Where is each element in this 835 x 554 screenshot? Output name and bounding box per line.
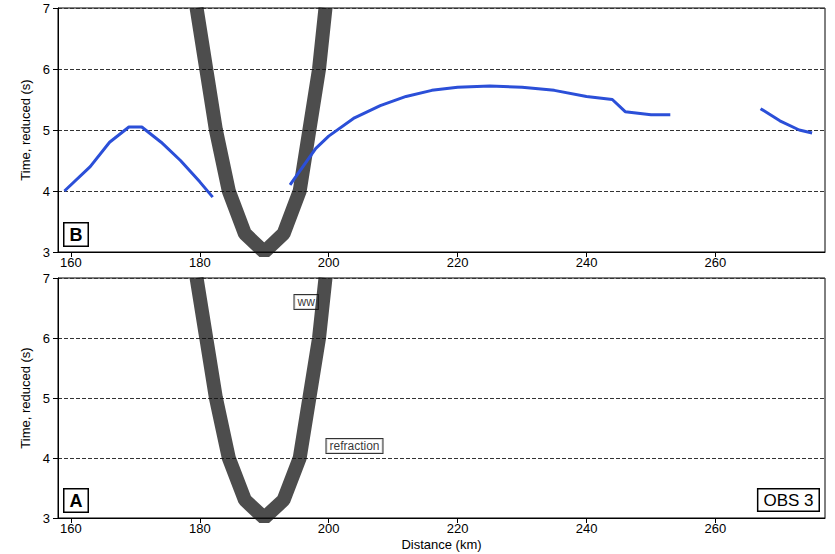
svg-text:ww: ww bbox=[296, 295, 315, 309]
svg-text:6: 6 bbox=[43, 331, 50, 346]
svg-text:200: 200 bbox=[318, 521, 340, 536]
svg-text:Distance (km): Distance (km) bbox=[401, 537, 481, 552]
svg-text:4: 4 bbox=[43, 451, 50, 466]
svg-text:260: 260 bbox=[705, 521, 727, 536]
svg-text:240: 240 bbox=[576, 255, 598, 270]
svg-text:200: 200 bbox=[318, 255, 340, 270]
svg-text:4: 4 bbox=[43, 184, 50, 199]
svg-text:Time, reduced (s): Time, reduced (s) bbox=[18, 79, 33, 180]
svg-text:7: 7 bbox=[43, 271, 50, 286]
svg-text:180: 180 bbox=[189, 255, 211, 270]
svg-text:5: 5 bbox=[43, 391, 50, 406]
svg-text:220: 220 bbox=[447, 255, 469, 270]
svg-text:260: 260 bbox=[705, 255, 727, 270]
svg-text:OBS 3: OBS 3 bbox=[763, 491, 813, 510]
svg-text:7: 7 bbox=[43, 1, 50, 16]
svg-text:160: 160 bbox=[60, 255, 82, 270]
svg-text:5: 5 bbox=[43, 123, 50, 138]
svg-text:160: 160 bbox=[60, 521, 82, 536]
svg-text:refraction: refraction bbox=[329, 439, 379, 453]
svg-text:180: 180 bbox=[189, 521, 211, 536]
svg-text:3: 3 bbox=[43, 511, 50, 526]
svg-text:240: 240 bbox=[576, 521, 598, 536]
svg-text:A: A bbox=[70, 491, 83, 511]
svg-text:Time, reduced (s): Time, reduced (s) bbox=[18, 347, 33, 448]
svg-text:220: 220 bbox=[447, 521, 469, 536]
svg-text:6: 6 bbox=[43, 62, 50, 77]
svg-text:B: B bbox=[70, 225, 83, 245]
svg-text:3: 3 bbox=[43, 245, 50, 260]
